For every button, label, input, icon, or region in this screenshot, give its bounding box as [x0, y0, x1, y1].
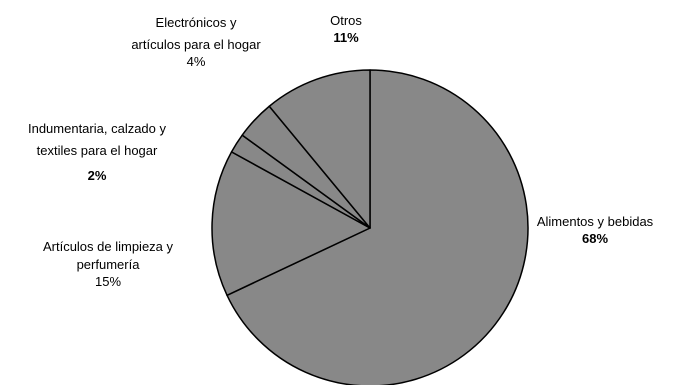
slice-label-name: Otros [330, 13, 362, 28]
pie-slice [268, 69, 371, 229]
slice-label-name: Alimentos y bebidas [537, 214, 654, 229]
slice-label-percent: 15% [95, 274, 121, 289]
slice-label-percent: 2% [88, 168, 107, 183]
slice-label-percent: 68% [582, 231, 608, 246]
slice-label-name: Electrónicos y [156, 15, 237, 30]
slice-label-name: textiles para el hogar [37, 143, 158, 158]
slice-label-percent: 11% [333, 30, 359, 45]
pie-labels: Alimentos y bebidas 68% Artículos de limpi… [28, 13, 654, 289]
slice-label-name: Artículos de limpieza y [43, 239, 174, 254]
pie-slice [211, 151, 371, 297]
slice-label-percent: 4% [187, 54, 206, 69]
slice-label-name: artículos para el hogar [131, 37, 261, 52]
slice-label-name: perfumería [77, 257, 141, 272]
pie-slices [211, 69, 529, 385]
pie-slice [226, 69, 529, 385]
slice-label-name: Indumentaria, calzado y [28, 121, 167, 136]
